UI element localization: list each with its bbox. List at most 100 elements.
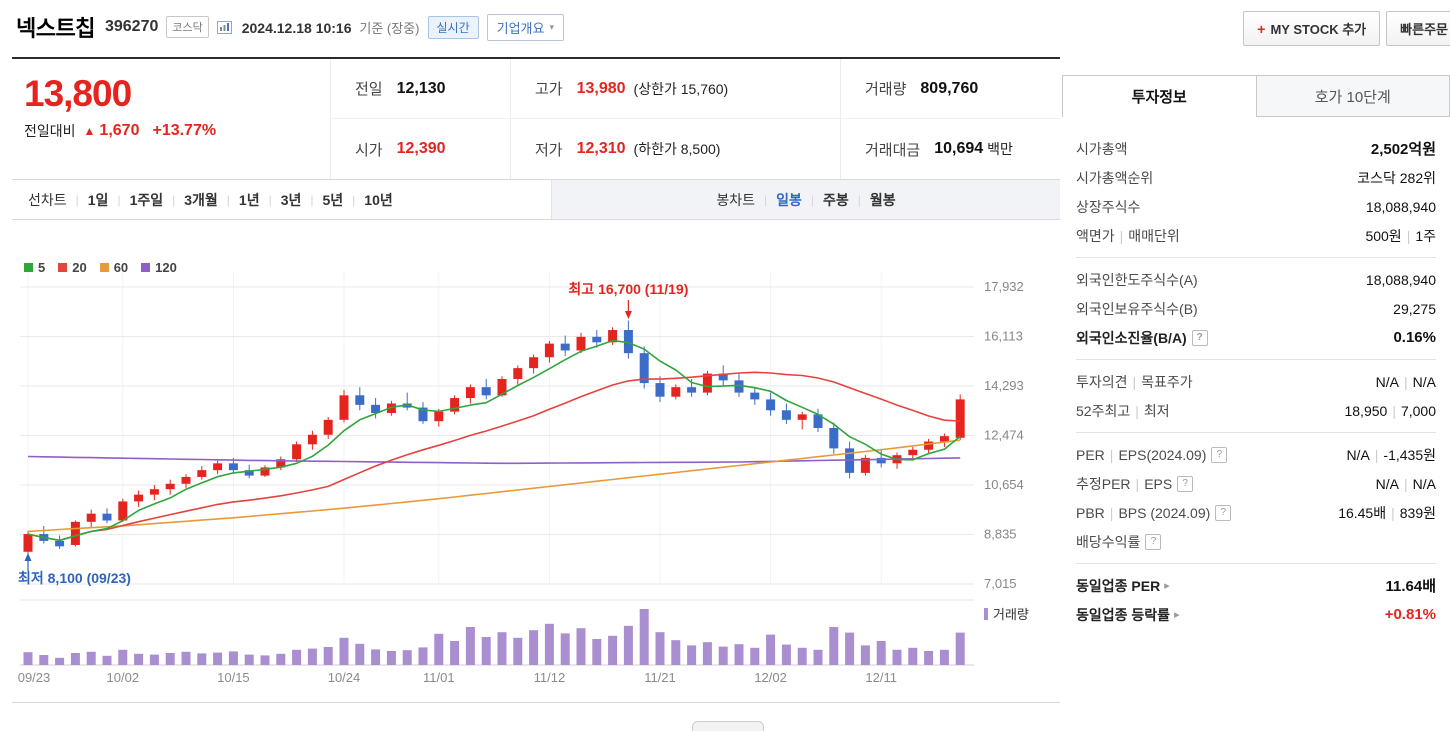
info-row: 상장주식수 18,088,940 (1076, 192, 1436, 221)
quick-order-button[interactable]: 빠른주문 (1386, 11, 1450, 46)
separator: | (1135, 402, 1139, 419)
chart-expand-handle[interactable] (692, 721, 764, 731)
info-row-value: 16.45배 | 839원 (1338, 504, 1436, 521)
help-icon[interactable]: ? (1177, 475, 1194, 492)
volume-legend-label: 거래량 (993, 607, 1029, 622)
my-stock-add-button[interactable]: + MY STOCK 추가 (1243, 11, 1381, 46)
tab-investment-info[interactable]: 투자정보 (1062, 75, 1257, 117)
separator: | (1404, 475, 1408, 492)
info-row-value: 11.64배 (1385, 578, 1436, 595)
info-row: 투자의견 | 목표주가 N/A | N/A (1076, 367, 1436, 396)
page-header: 넥스트칩 396270 코스닥 2024.12.18 10:16 기준 (장중)… (0, 0, 1450, 54)
change-percent: +13.77% (152, 122, 217, 139)
current-price: 13,800 (24, 73, 132, 114)
help-icon[interactable]: ? (1211, 446, 1228, 463)
info-row: 52주최고 | 최저 18,950 | 7,000 (1076, 396, 1436, 425)
info-row-label: 외국인보유주식수(B) (1076, 300, 1198, 317)
info-row-label: PBR | BPS (2024.09)? (1076, 504, 1232, 521)
info-group: 시가총액 2,502억원 시가총액순위 코스닥 282위 상장주식수 18,088,940… (1076, 127, 1436, 258)
svg-text:10/15: 10/15 (217, 670, 250, 685)
prev-close-cell: 전일 12,130 (330, 59, 510, 119)
company-overview-label: 기업개요 (496, 20, 545, 36)
tab-period-1[interactable]: 1주일 (129, 191, 164, 208)
help-icon[interactable]: ? (1191, 329, 1208, 346)
info-row: 추정PER | EPS? N/A | N/A (1076, 469, 1436, 498)
line-chart-group-label[interactable]: 선차트 (28, 191, 67, 208)
tab-period-0[interactable]: 1일 (87, 191, 109, 208)
line-chart-tab-group: 선차트 | 1일 | 1주일 | 3개월 | 1년 | 3년 | 5년 | 10년 (12, 180, 551, 219)
separator: | (1135, 475, 1140, 492)
help-icon[interactable]: ? (1215, 504, 1232, 521)
tab-period-3[interactable]: 1년 (238, 191, 260, 208)
lower-limit: (하한가 8,500) (633, 141, 721, 157)
help-icon[interactable]: ? (1145, 533, 1162, 550)
svg-text:7,015: 7,015 (984, 576, 1017, 591)
chart-popup-icon[interactable] (216, 20, 232, 34)
info-row-value: N/A | -1,435원 (1346, 446, 1436, 463)
info-row-label: 시가총액순위 (1076, 169, 1154, 186)
svg-text:14,293: 14,293 (984, 378, 1024, 393)
info-row-label: 외국인소진율(B/A)? (1076, 328, 1208, 348)
svg-text:10/02: 10/02 (107, 670, 140, 685)
info-row-label: 외국인한도주식수(A) (1076, 271, 1198, 288)
tab-candle-2[interactable]: 월봉 (869, 191, 896, 208)
price-change: 전일대비 ▲ 1,670 +13.77% (24, 121, 330, 141)
separator: | (810, 192, 814, 207)
separator: | (352, 192, 356, 207)
volume-color-chip (984, 607, 988, 620)
info-row-value: N/A | N/A (1375, 475, 1436, 492)
svg-text:12/11: 12/11 (865, 670, 897, 685)
price-chart-svg[interactable]: 17,932 16,113 14,293 12,474 10,654 8,835 7,015… (12, 220, 1060, 702)
svg-text:09/23: 09/23 (18, 670, 51, 685)
ma-legend-item: 60 (99, 260, 128, 275)
tab-candle-0[interactable]: 일봉 (776, 191, 802, 208)
info-row-label: PER | EPS(2024.09)? (1076, 446, 1228, 463)
tab-period-5[interactable]: 5년 (322, 191, 344, 208)
tab-candle-1[interactable]: 주봉 (823, 191, 849, 208)
separator: | (172, 192, 176, 207)
info-row: 액면가 | 매매단위 500원 | 1주 (1076, 221, 1436, 250)
svg-text:최저 8,100 (09/23): 최저 8,100 (09/23) (18, 570, 131, 586)
quote-datetime: 2024.12.18 10:16 기준 (장중) (242, 18, 420, 37)
upper-limit: (상한가 15,760) (633, 80, 729, 97)
tab-period-4[interactable]: 3년 (280, 191, 302, 208)
high-label: 고가 (535, 81, 563, 98)
info-groups: 시가총액 2,502억원 시가총액순위 코스닥 282위 상장주식수 18,088,940… (1062, 117, 1450, 636)
realtime-badge: 실시간 (427, 15, 479, 39)
open-value: 12,390 (396, 140, 446, 157)
volume-value: 809,760 (920, 79, 979, 97)
trade-value-label: 거래대금 (865, 141, 921, 159)
tab-period-6[interactable]: 10년 (364, 191, 393, 208)
info-row-label: 배당수익률? (1076, 532, 1162, 552)
stock-code: 396270 (104, 18, 159, 35)
svg-text:17,932: 17,932 (984, 279, 1024, 294)
info-row[interactable]: 동일업종 등락률 ▸ +0.81% (1076, 600, 1436, 629)
tab-orderbook-10[interactable]: 호가 10단계 (1256, 75, 1450, 117)
separator: | (1391, 504, 1395, 521)
svg-text:11/12: 11/12 (534, 670, 566, 685)
svg-text:8,835: 8,835 (984, 526, 1017, 541)
tab-period-2[interactable]: 3개월 (184, 191, 218, 208)
info-row-value: +0.81% (1384, 606, 1436, 623)
info-row[interactable]: 동일업종 PER ▸ 11.64배 (1076, 571, 1436, 600)
quick-order-label: 빠른주문 (1400, 22, 1448, 37)
info-row-value: 0.16% (1393, 329, 1436, 346)
svg-text:10,654: 10,654 (984, 477, 1024, 492)
low-cell: 저가 12,310 (하한가 8,500) (510, 119, 840, 179)
price-summary: 13,800 전일대비 ▲ 1,670 +13.77% 전일 12,130 고가… (12, 57, 1060, 179)
info-row-label: 52주최고 | 최저 (1076, 402, 1170, 419)
trade-value-unit: 백만 (987, 141, 1013, 157)
stock-chart[interactable]: 5 20 60 120 17,932 16,113 14,293 12,474 10,654 8… (12, 220, 1060, 703)
candle-chart-group-label[interactable]: 봉차트 (716, 191, 755, 208)
info-row-label: 액면가 | 매매단위 (1076, 227, 1180, 244)
info-row-label: 동일업종 PER ▸ (1076, 577, 1170, 594)
ma-legend: 5 20 60 120 (24, 260, 177, 275)
info-group: 투자의견 | 목표주가 N/A | N/A 52주최고 | 최저 18,950 | 7,000 (1076, 360, 1436, 433)
svg-text:11/01: 11/01 (423, 670, 455, 685)
ma-legend-item: 5 (24, 260, 45, 275)
info-row-value: N/A | N/A (1375, 373, 1436, 390)
info-row-value: 18,088,940 (1365, 198, 1436, 215)
quote-date-suffix: 기준 (장중) (359, 20, 420, 36)
company-overview-button[interactable]: 기업개요 ▾ (486, 13, 565, 41)
separator: | (268, 192, 272, 207)
